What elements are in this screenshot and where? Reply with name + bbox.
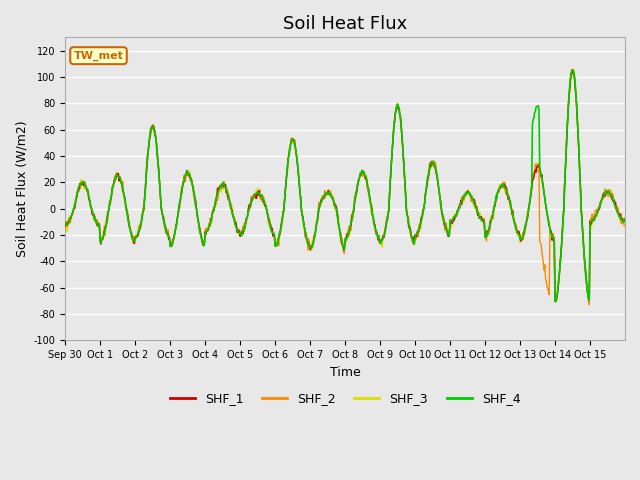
Text: TW_met: TW_met xyxy=(74,50,124,61)
SHF_1 xyxy=(434,178,442,183)
SHF_2 xyxy=(620,223,628,229)
SHF_4 xyxy=(61,221,69,227)
SHF_3 xyxy=(434,178,442,183)
SHF_4 xyxy=(230,215,237,221)
SHF_3 xyxy=(230,215,237,221)
SHF_3 xyxy=(570,66,577,72)
Line: SHF_2: SHF_2 xyxy=(65,70,624,305)
SHF_4 xyxy=(434,177,442,182)
SHF_2 xyxy=(230,213,237,219)
SHF_3 xyxy=(257,197,265,203)
SHF_1 xyxy=(403,206,410,212)
Line: SHF_4: SHF_4 xyxy=(65,70,624,302)
Y-axis label: Soil Heat Flux (W/m2): Soil Heat Flux (W/m2) xyxy=(15,120,28,257)
Line: SHF_3: SHF_3 xyxy=(65,69,624,301)
SHF_1 xyxy=(278,214,286,220)
SHF_1 xyxy=(551,299,559,304)
SHF_4 xyxy=(552,299,559,305)
SHF_2 xyxy=(434,179,442,184)
SHF_2 xyxy=(403,201,410,207)
SHF_1 xyxy=(257,193,265,199)
SHF_2 xyxy=(61,225,69,230)
SHF_4 xyxy=(568,67,575,73)
SHF_1 xyxy=(230,215,237,220)
SHF_3 xyxy=(278,217,286,223)
SHF_3 xyxy=(61,222,69,228)
SHF_1 xyxy=(569,67,577,72)
SHF_4 xyxy=(620,217,628,223)
Legend: SHF_1, SHF_2, SHF_3, SHF_4: SHF_1, SHF_2, SHF_3, SHF_4 xyxy=(164,387,525,410)
SHF_4 xyxy=(127,229,134,235)
SHF_1 xyxy=(61,222,69,228)
SHF_2 xyxy=(257,197,265,203)
Line: SHF_1: SHF_1 xyxy=(65,70,624,301)
SHF_3 xyxy=(551,299,559,304)
SHF_3 xyxy=(403,210,410,216)
X-axis label: Time: Time xyxy=(330,366,360,379)
SHF_4 xyxy=(403,206,410,212)
SHF_1 xyxy=(620,216,628,222)
SHF_4 xyxy=(257,193,265,199)
SHF_2 xyxy=(278,219,286,225)
SHF_1 xyxy=(127,229,134,235)
SHF_3 xyxy=(620,218,628,224)
Title: Soil Heat Flux: Soil Heat Flux xyxy=(283,15,407,33)
SHF_2 xyxy=(586,302,593,308)
SHF_3 xyxy=(127,230,134,236)
SHF_4 xyxy=(278,216,286,222)
SHF_2 xyxy=(127,230,134,236)
SHF_2 xyxy=(570,67,577,73)
